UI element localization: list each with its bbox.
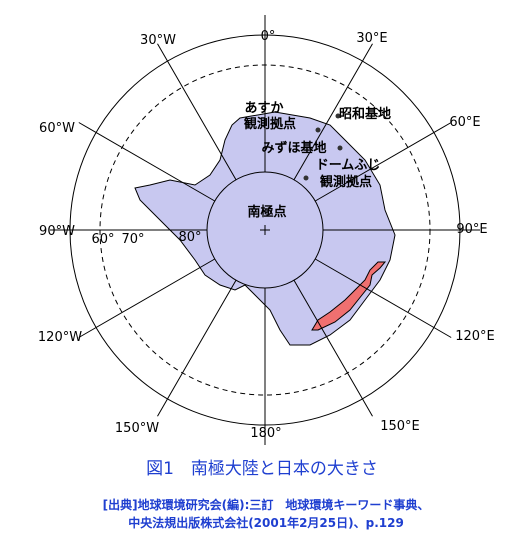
source: [出典]地球環境研究会(編):三訂 地球環境キーワード事典、 (103, 497, 430, 512)
place: あすか (244, 101, 283, 116)
place: 観測拠点 (319, 174, 372, 190)
label: 150°W (115, 421, 159, 436)
source: 中央法規出版株式会社(2001年2月25日)、p.129 (128, 515, 404, 530)
meridian-line (78, 122, 216, 202)
label: 30°W (140, 33, 176, 48)
label: 120°W (38, 330, 82, 345)
place: 昭和基地 (339, 106, 391, 122)
label: 30°E (356, 31, 387, 46)
label: 120°E (455, 329, 495, 344)
label: 150°E (380, 419, 420, 434)
meridian-line (314, 122, 452, 202)
label: 70° (121, 232, 144, 247)
station-dot (335, 113, 341, 119)
station-dot (337, 145, 343, 151)
label: 90°W (39, 224, 75, 239)
meridian-line (293, 279, 373, 417)
station-dot (303, 175, 309, 181)
label: 180° (250, 426, 281, 441)
meridian-line (157, 43, 237, 181)
meridian-line (314, 258, 452, 338)
pole-cross (260, 225, 270, 235)
place: 南極点 (247, 204, 286, 220)
place: みずほ基地 (261, 140, 326, 156)
place: ドームふじ (316, 158, 381, 173)
label: 90°E (456, 222, 487, 237)
station-dot (315, 127, 321, 133)
label: 60°E (449, 115, 480, 130)
meridian-line (157, 279, 237, 417)
label: 0° (261, 29, 276, 44)
meridian-line (78, 258, 216, 338)
label: 60°W (39, 121, 75, 136)
meridian-line (293, 43, 373, 181)
label: 80° (178, 230, 201, 245)
label: 60° (91, 232, 114, 247)
meridians (50, 15, 480, 445)
place: 観測拠点 (243, 116, 296, 132)
caption: 図1 南極大陸と日本の大きさ (146, 459, 378, 479)
japan (311, 261, 387, 331)
